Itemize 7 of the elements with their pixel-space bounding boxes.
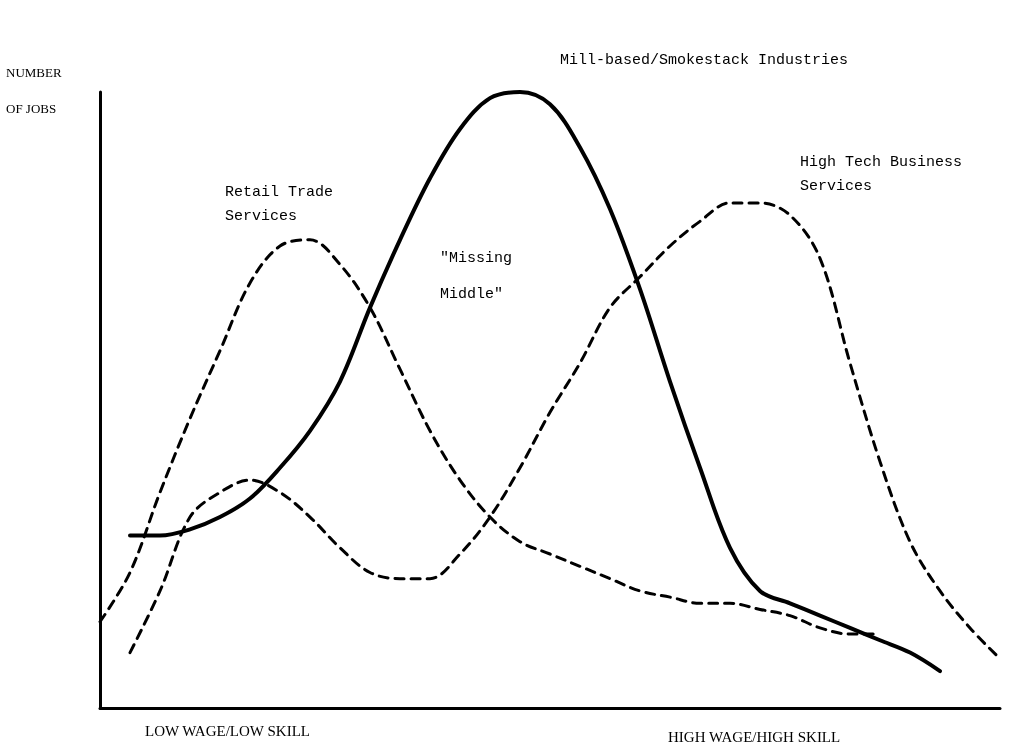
text: NUMBER OF JOBS (6, 64, 62, 116)
text: LOW WAGE/LOW SKILL (145, 723, 310, 739)
text: HIGH WAGE/HIGH SKILL (668, 729, 841, 745)
series-label: High Tech Business Services (800, 153, 972, 195)
text: Mill-based/Smokestack Industries (560, 51, 849, 69)
series-label: Retail Trade Services (225, 183, 343, 225)
text: "Missing Middle" (440, 249, 513, 303)
